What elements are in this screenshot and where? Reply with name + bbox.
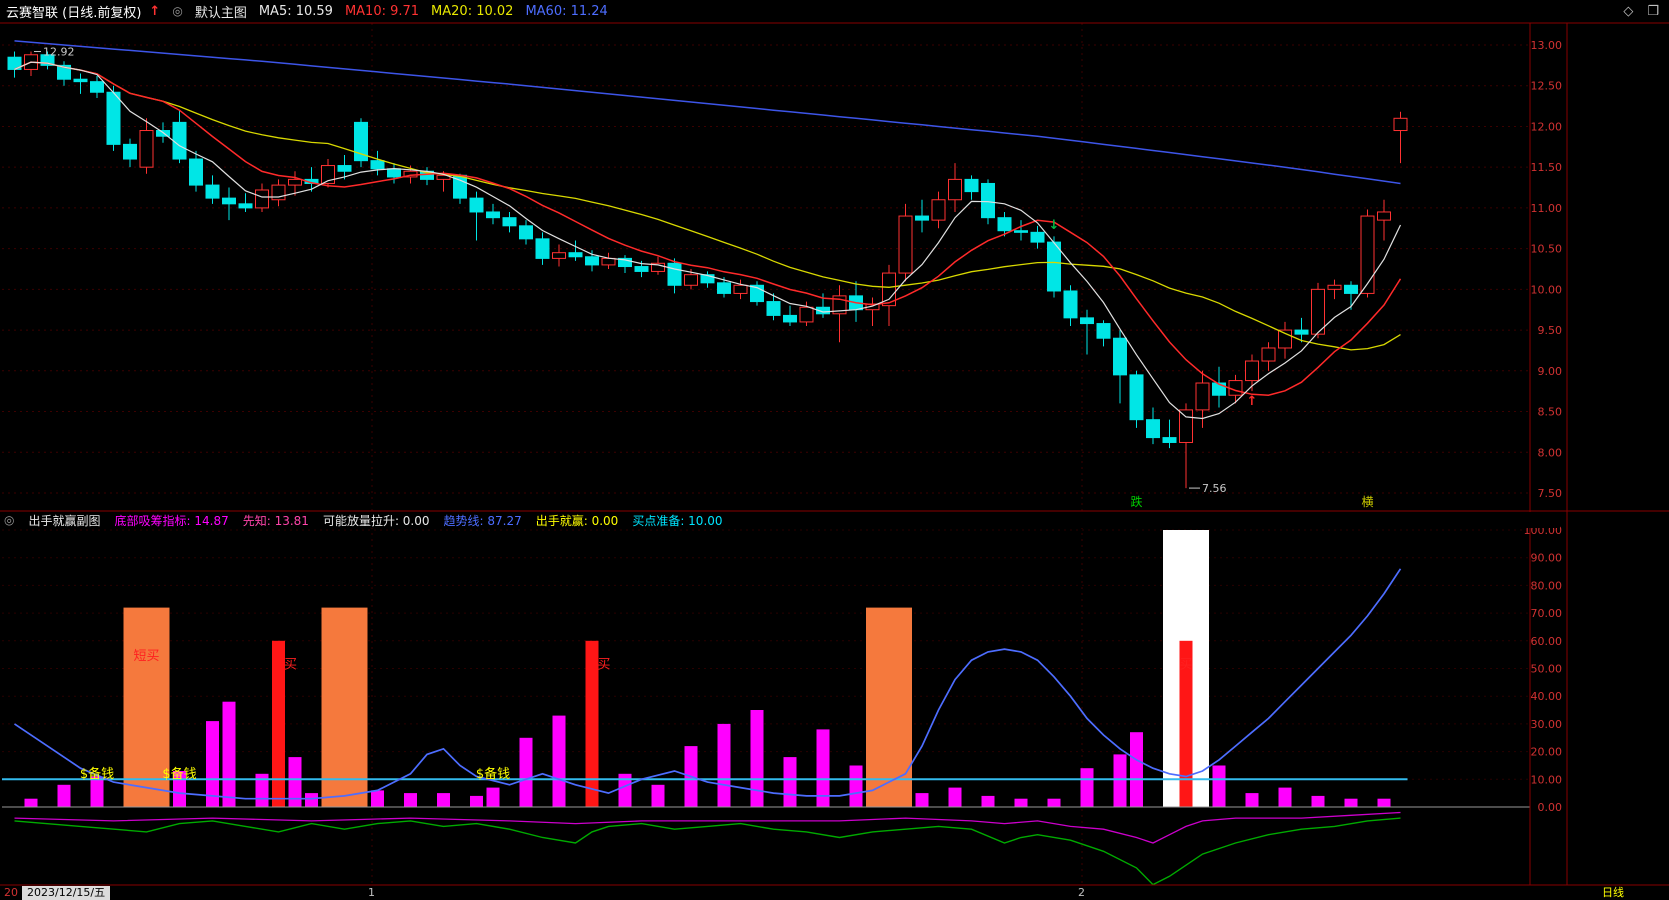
svg-text:买: 买 — [1179, 658, 1192, 673]
svg-text:90.00: 90.00 — [1531, 552, 1563, 565]
svg-text:50.00: 50.00 — [1531, 663, 1563, 676]
svg-text:80.00: 80.00 — [1531, 579, 1563, 592]
indicator-value-prophet: 先知: 13.81 — [242, 513, 309, 528]
circle-icon: ◎ — [4, 513, 15, 527]
svg-text:8.00: 8.00 — [1538, 446, 1563, 459]
svg-text:12.92: 12.92 — [43, 46, 75, 59]
svg-text:10.00: 10.00 — [1531, 773, 1563, 786]
svg-text:9.00: 9.00 — [1538, 365, 1563, 378]
indicator-value-win: 出手就赢: 0.00 — [535, 513, 619, 528]
svg-text:11.50: 11.50 — [1531, 161, 1563, 174]
svg-text:短买: 短买 — [133, 649, 159, 664]
svg-text:10.00: 10.00 — [1531, 283, 1563, 296]
svg-text:$备钱: $备钱 — [80, 766, 114, 782]
svg-text:跌: 跌 — [1130, 494, 1142, 509]
svg-text:12.50: 12.50 — [1531, 80, 1563, 93]
ma20-label: MA20: 10.02 — [431, 3, 514, 19]
axis-month-label-2: 2 — [1078, 886, 1085, 899]
indicator-lines-layer — [2, 568, 1530, 886]
svg-text:12.00: 12.00 — [1531, 120, 1563, 133]
sub-annotations-layer: 短买买 买 买 $备钱 $备钱 $备钱 — [80, 649, 1193, 782]
indicator-panel-title[interactable]: 出手就赢副图 — [28, 513, 101, 528]
indicator-header-bar: ◎ 出手就赢副图 底部吸筹指标: 14.87 先知: 13.81 可能放量拉升:… — [0, 512, 1560, 528]
axis-year-label: 20 — [4, 886, 18, 899]
svg-text:8.50: 8.50 — [1538, 406, 1563, 419]
svg-text:7.50: 7.50 — [1538, 487, 1563, 500]
sub-gridlines-and-value-axis: 100.0090.0080.0070.0060.0050.0040.0030.0… — [2, 524, 1562, 814]
svg-text:7.56: 7.56 — [1202, 482, 1227, 495]
axis-month-label-1: 1 — [368, 886, 375, 899]
svg-text:20.00: 20.00 — [1531, 746, 1563, 759]
candles-layer — [7, 51, 1408, 489]
window-restore-icon[interactable]: ❒ — [1647, 3, 1659, 19]
indicator-value-buy-ready: 买点准备: 10.00 — [632, 513, 723, 528]
panel-borders — [0, 22, 1669, 886]
indicator-value-trendline: 趋势线: 87.27 — [443, 513, 522, 528]
svg-text:10.50: 10.50 — [1531, 243, 1563, 256]
svg-text:30.00: 30.00 — [1531, 718, 1563, 731]
svg-text:买: 买 — [284, 658, 297, 673]
time-axis-bar: 20 2023/12/15/五 1 2 日线 — [0, 886, 1669, 900]
svg-text:↓: ↓ — [1049, 218, 1060, 233]
svg-text:0.00: 0.00 — [1538, 801, 1563, 814]
svg-text:70.00: 70.00 — [1531, 607, 1563, 620]
stock-title[interactable]: 云赛智联 (日线.前复权) — [6, 5, 142, 21]
top-status-bar: 云赛智联 (日线.前复权) ↑ ◎ 默认主图 MA5: 10.59 MA10: … — [0, 0, 1669, 22]
moving-averages-layer — [14, 40, 1402, 420]
svg-text:买: 买 — [597, 658, 610, 673]
svg-text:11.00: 11.00 — [1531, 202, 1563, 215]
ma60-label: MA60: 11.24 — [525, 3, 608, 19]
svg-text:横: 横 — [1361, 495, 1373, 509]
indicator-bars-layer — [24, 530, 1391, 808]
svg-text:9.50: 9.50 — [1538, 324, 1563, 337]
svg-text:60.00: 60.00 — [1531, 635, 1563, 648]
ma10-label: MA10: 9.71 — [344, 3, 420, 19]
svg-text:↑: ↑ — [1247, 394, 1258, 409]
indicator-value-bottom-absorb: 底部吸筹指标: 14.87 — [114, 513, 229, 528]
main-chart-menu[interactable]: 默认主图 — [194, 5, 247, 21]
diamond-icon[interactable]: ◇ — [1623, 3, 1634, 19]
svg-text:$备钱: $备钱 — [476, 766, 510, 782]
indicator-value-volume-pullup: 可能放量拉升: 0.00 — [322, 513, 430, 528]
crosshair-date-box[interactable]: 2023/12/15/五 — [22, 886, 111, 900]
main-gridlines-and-price-axis: 13.00 12.50 12.00 11.50 11.00 10.50 10.00 9.50 9… — [2, 23, 1562, 885]
circle-icon: ◎ — [172, 4, 183, 18]
svg-text:40.00: 40.00 — [1531, 690, 1563, 703]
main-annotations-layer: 12.92 7.56 ↓ ↑ 跌 横 — [34, 46, 1374, 509]
ma5-label: MA5: 10.59 — [258, 3, 333, 19]
period-label[interactable]: 日线 — [1602, 886, 1624, 899]
svg-text:13.00: 13.00 — [1531, 39, 1563, 52]
trend-up-icon: ↑ — [149, 3, 161, 19]
svg-text:$备钱: $备钱 — [162, 766, 196, 782]
